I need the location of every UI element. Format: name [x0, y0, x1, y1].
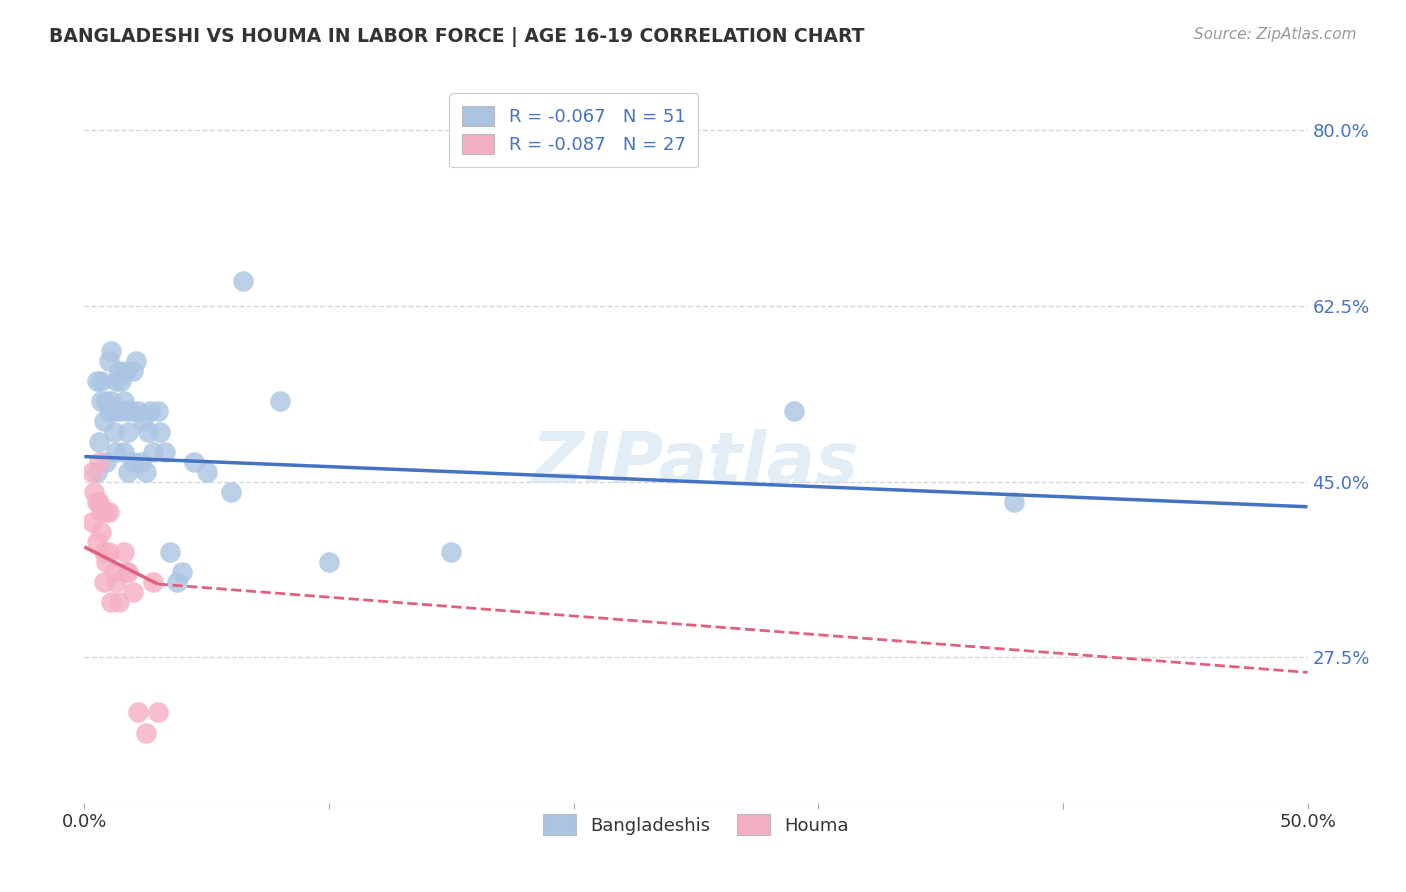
Legend: Bangladeshis, Houma: Bangladeshis, Houma: [534, 805, 858, 845]
Point: [122, 455, 145, 469]
Point: [100, 344, 122, 359]
Point: [107, 595, 129, 609]
Point: [87, 434, 110, 449]
Point: [136, 425, 159, 439]
Point: [117, 465, 139, 479]
Point: [105, 444, 128, 458]
Point: [146, 706, 169, 720]
Point: [159, 545, 181, 559]
Point: [142, 444, 165, 458]
Point: [93, 545, 115, 559]
Point: [127, 706, 149, 720]
Point: [86, 465, 108, 479]
Point: [132, 414, 155, 428]
Point: [135, 725, 157, 739]
Point: [1002, 494, 1025, 508]
Point: [112, 394, 135, 409]
Point: [90, 505, 112, 519]
Point: [96, 455, 118, 469]
Point: [105, 575, 128, 590]
Point: [86, 494, 108, 508]
Point: [100, 595, 122, 609]
Point: [783, 404, 806, 418]
Text: ZIPatlas: ZIPatlas: [533, 429, 859, 498]
Point: [122, 585, 145, 599]
Text: Source: ZipAtlas.com: Source: ZipAtlas.com: [1194, 27, 1357, 42]
Point: [195, 465, 218, 479]
Point: [219, 484, 242, 499]
Point: [172, 565, 194, 579]
Point: [232, 274, 254, 288]
Point: [183, 455, 205, 469]
Point: [153, 444, 176, 458]
Point: [96, 505, 118, 519]
Point: [127, 404, 149, 418]
Point: [90, 375, 112, 389]
Point: [96, 555, 118, 569]
Point: [149, 425, 172, 439]
Point: [87, 455, 110, 469]
Point: [103, 404, 125, 418]
Point: [166, 575, 188, 590]
Point: [97, 545, 120, 559]
Point: [93, 414, 115, 428]
Point: [129, 455, 152, 469]
Point: [107, 404, 129, 418]
Point: [80, 515, 103, 529]
Point: [93, 575, 115, 590]
Point: [115, 404, 138, 418]
Point: [120, 404, 142, 418]
Point: [103, 425, 125, 439]
Point: [90, 524, 112, 539]
Point: [269, 394, 291, 409]
Point: [112, 444, 135, 458]
Point: [440, 545, 463, 559]
Point: [97, 404, 120, 418]
Point: [125, 354, 148, 368]
Point: [86, 534, 108, 549]
Point: [97, 505, 120, 519]
Point: [112, 545, 135, 559]
Text: BANGLADESHI VS HOUMA IN LABOR FORCE | AGE 16-19 CORRELATION CHART: BANGLADESHI VS HOUMA IN LABOR FORCE | AG…: [49, 27, 865, 46]
Point: [103, 565, 125, 579]
Point: [115, 364, 138, 378]
Point: [139, 404, 162, 418]
Point: [142, 575, 165, 590]
Point: [105, 375, 128, 389]
Point: [122, 364, 145, 378]
Point: [97, 354, 120, 368]
Point: [107, 364, 129, 378]
Point: [87, 494, 110, 508]
Point: [110, 375, 132, 389]
Point: [100, 394, 122, 409]
Point: [146, 404, 169, 418]
Point: [117, 425, 139, 439]
Point: [80, 465, 103, 479]
Point: [135, 465, 157, 479]
Point: [115, 565, 138, 579]
Point: [86, 375, 108, 389]
Point: [96, 394, 118, 409]
Point: [117, 565, 139, 579]
Point: [318, 555, 340, 569]
Point: [83, 484, 105, 499]
Point: [90, 394, 112, 409]
